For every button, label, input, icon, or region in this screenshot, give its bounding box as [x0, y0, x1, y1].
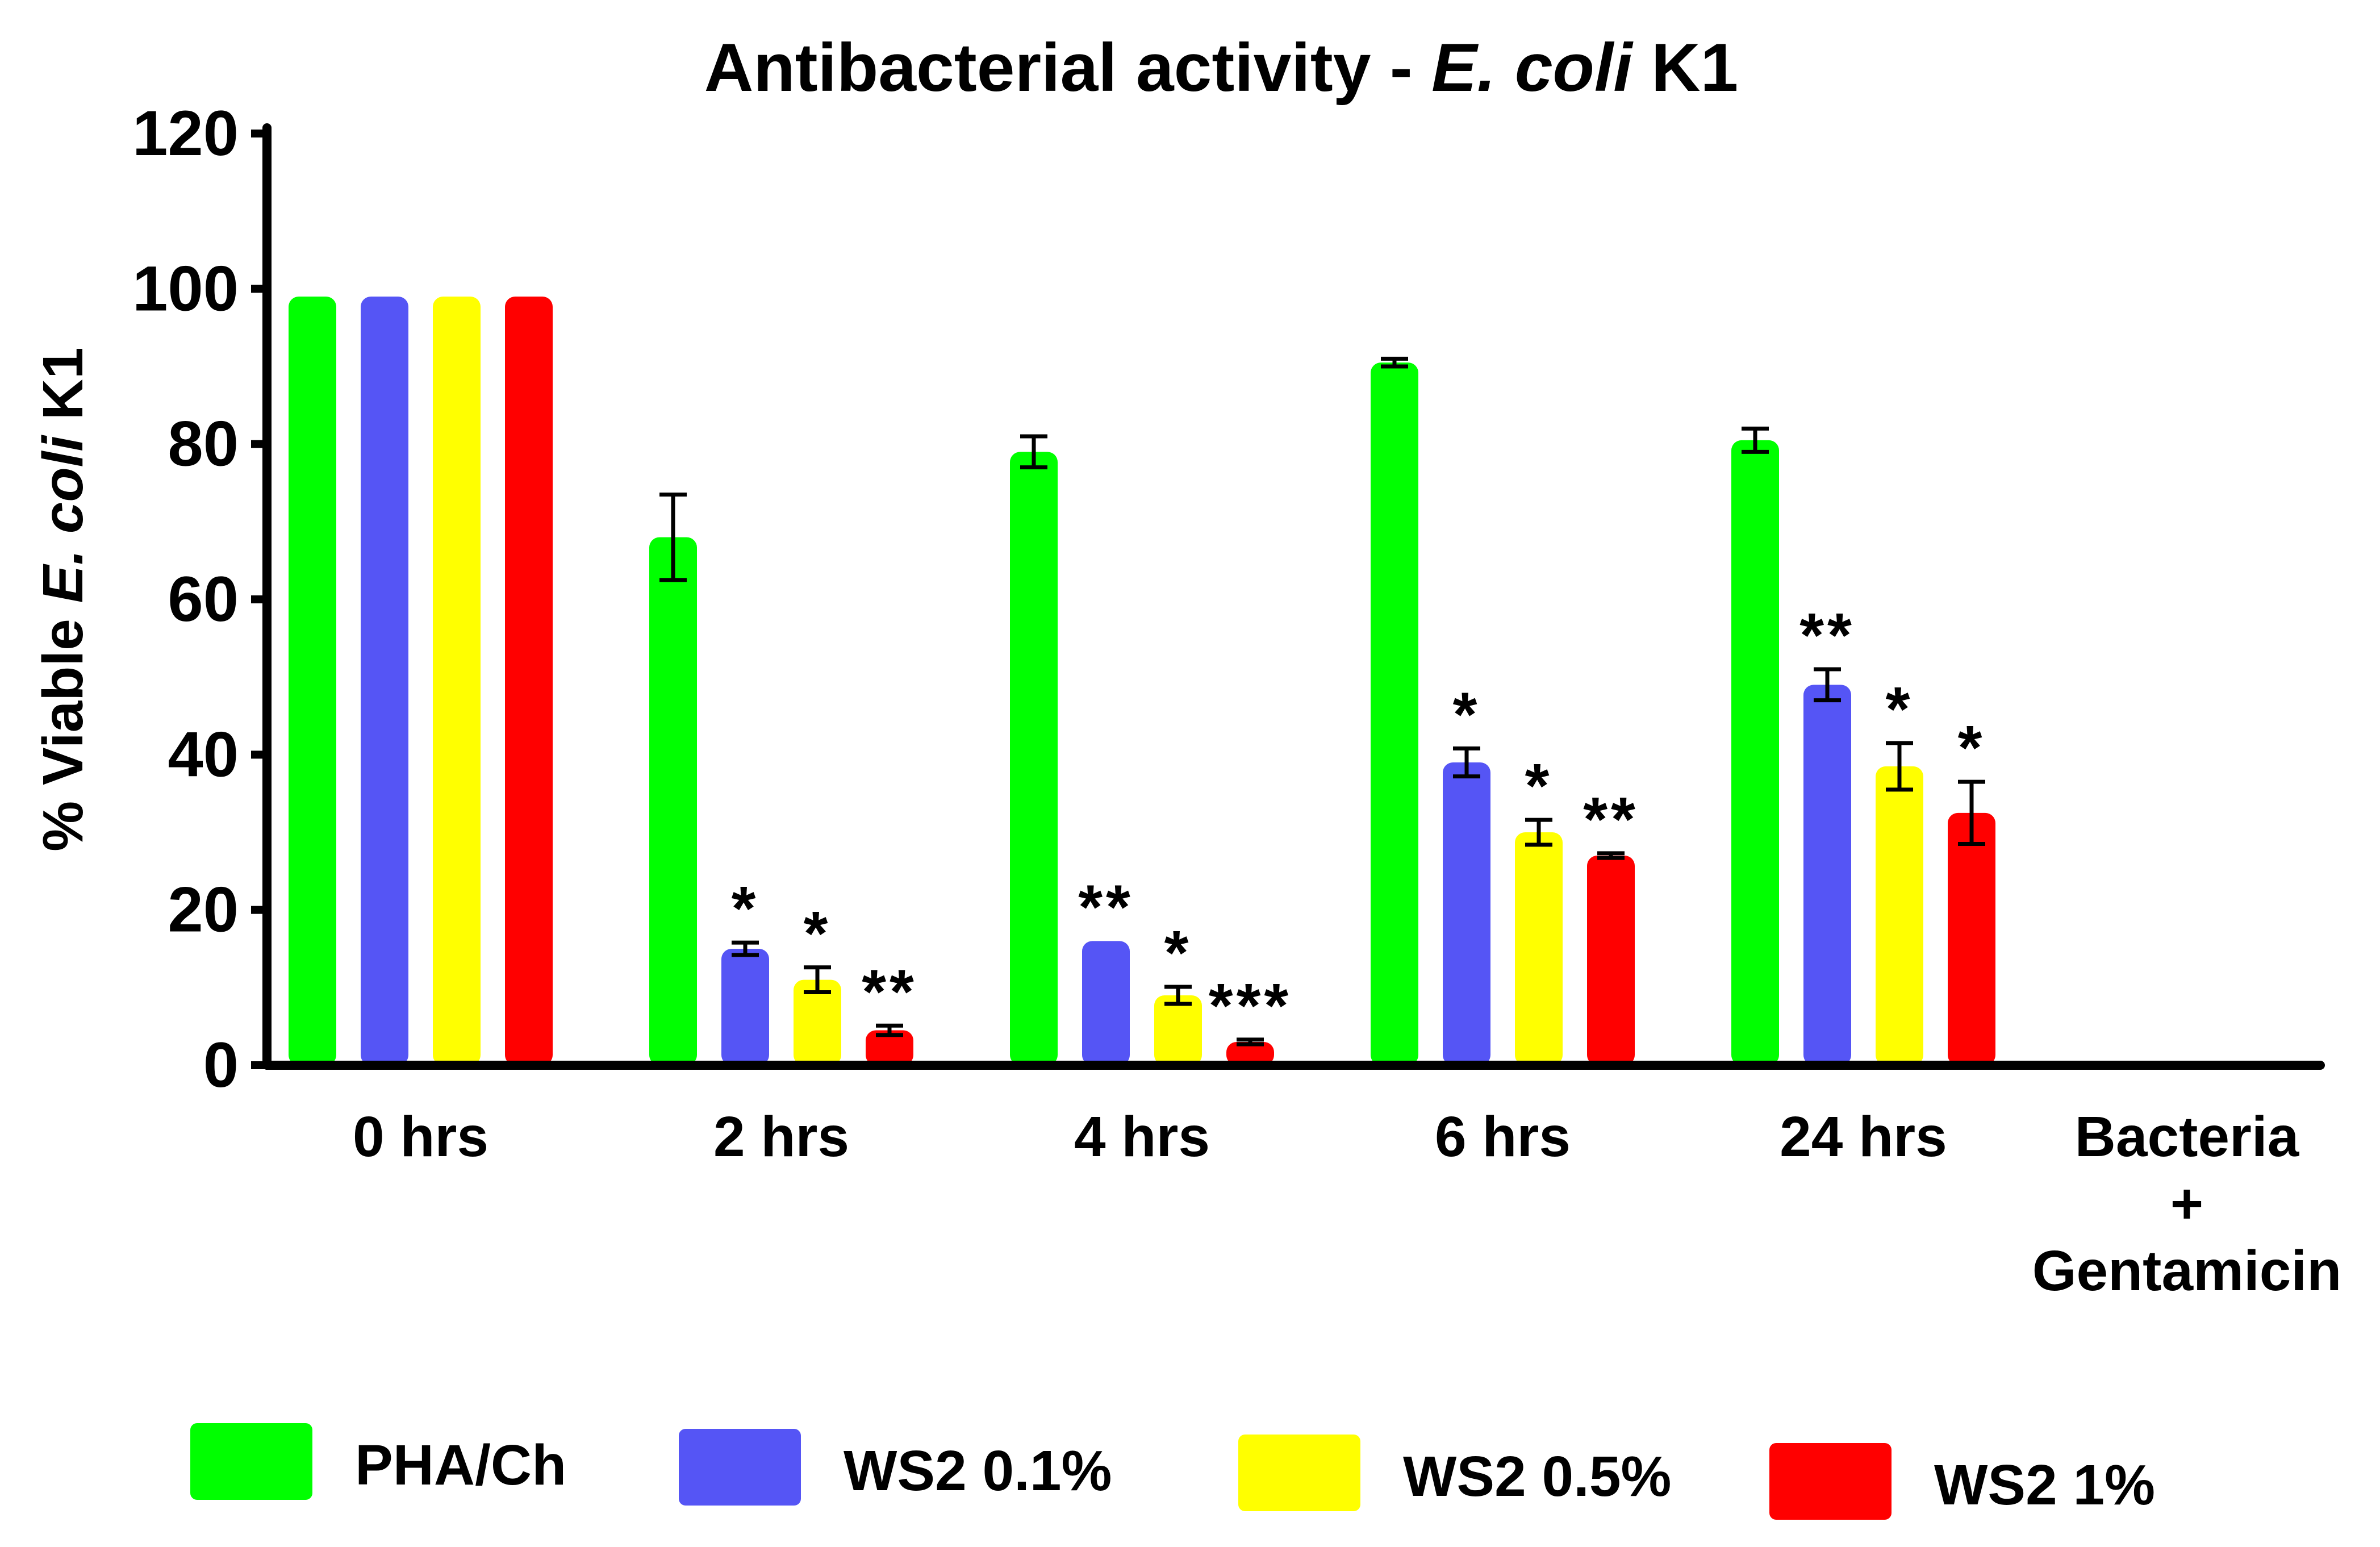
significance-marker: ** — [1799, 601, 1855, 670]
bar-ws2-0-1--cat2 — [1082, 941, 1130, 1065]
significance-layer: * ****** ***** ****** — [732, 601, 1986, 1041]
bar-ws2-0-1--cat4 — [1803, 685, 1851, 1065]
error-bars-layer — [659, 356, 1985, 1046]
legend-label: PHA/Ch — [355, 1433, 566, 1497]
bar-ws2-0-5--cat1 — [794, 979, 841, 1065]
y-ticks-layer: 0 20 40 60 80 100 120 — [132, 98, 267, 1100]
bar-ws2-1--cat0 — [505, 297, 553, 1065]
significance-marker: * — [804, 899, 832, 969]
legend-item: WS2 0.1% — [679, 1429, 1112, 1506]
bar-ws2-1--cat1 — [866, 1030, 913, 1065]
error-bar — [659, 493, 687, 582]
title-part-2: E. coli — [1431, 30, 1634, 106]
x-category-line: 4 hrs — [1074, 1105, 1210, 1169]
error-bar — [732, 940, 759, 957]
y-tick-label: 80 — [168, 408, 239, 479]
legend-label: WS2 1% — [1934, 1453, 2155, 1517]
x-category-line: Bacteria — [2075, 1105, 2300, 1169]
error-bar — [1020, 434, 1047, 470]
error-bar — [1525, 818, 1552, 847]
x-category-label: 0 hrs — [353, 1105, 488, 1169]
x-category-label: 2 hrs — [713, 1105, 849, 1169]
y-tick-label: 20 — [168, 874, 239, 945]
error-bar — [804, 965, 831, 995]
bars-layer — [289, 297, 1995, 1066]
legend-swatch — [679, 1429, 801, 1506]
ylabel-part-2: E. coli — [31, 435, 95, 603]
bar-ws2-1--cat2 — [1226, 1042, 1274, 1065]
y-tick-label: 100 — [132, 253, 239, 324]
bar-pha-ch-cat0 — [289, 297, 336, 1065]
bar-ws2-0-5--cat4 — [1876, 766, 1923, 1065]
significance-marker: ** — [862, 957, 917, 1027]
significance-marker: *** — [1209, 971, 1292, 1041]
x-category-label: 24 hrs — [1780, 1105, 1947, 1169]
error-bar — [1164, 985, 1192, 1006]
error-bar — [1237, 1037, 1264, 1046]
bar-ws2-0-5--cat2 — [1154, 995, 1202, 1065]
chart-title: Antibacterial activity - E. coli K1 — [704, 30, 1739, 106]
bar-ws2-0-1--cat1 — [721, 949, 769, 1065]
legend-swatch — [1238, 1435, 1360, 1511]
error-bar — [1453, 746, 1480, 779]
bar-ws2-0-1--cat3 — [1443, 762, 1490, 1065]
legend: PHA/Ch WS2 0.1% WS2 0.5% WS2 1% — [190, 1423, 2155, 1520]
error-bar — [1597, 851, 1625, 860]
bar-ws2-0-5--cat0 — [433, 297, 481, 1065]
y-tick-label: 120 — [132, 98, 239, 169]
y-tick-label: 60 — [168, 564, 239, 635]
significance-marker: * — [1886, 674, 1914, 744]
y-axis-label: % Viable E. coli K1 — [31, 347, 95, 851]
significance-marker: * — [1958, 713, 1986, 783]
significance-marker: ** — [1078, 872, 1134, 942]
x-category-label: Bacteria + Gentamicin — [2032, 1105, 2342, 1303]
significance-marker: * — [1453, 679, 1481, 749]
y-tick-label: 40 — [168, 719, 239, 790]
error-bar — [876, 1023, 903, 1037]
bar-pha-ch-cat2 — [1010, 452, 1058, 1066]
y-tick-label: 0 — [203, 1029, 239, 1100]
legend-label: WS2 0.5% — [1403, 1445, 1671, 1508]
ylabel-part-3: K1 — [31, 347, 95, 436]
x-category-line: 6 hrs — [1435, 1105, 1571, 1169]
bar-ws2-0-1--cat0 — [361, 297, 408, 1065]
x-categories-layer: 0 hrs 2 hrs 4 hrs 6 hrs 24 hrs Bacteria + Genta… — [353, 1105, 2341, 1303]
significance-marker: * — [732, 874, 759, 944]
x-category-label: 6 hrs — [1435, 1105, 1571, 1169]
title-part-1: Antibacterial activity - — [704, 30, 1431, 106]
bar-pha-ch-cat1 — [649, 537, 697, 1065]
significance-marker: * — [1525, 751, 1553, 821]
legend-swatch — [1769, 1443, 1892, 1520]
ylabel-part-1: % Viable — [31, 603, 95, 851]
x-category-line: + — [2170, 1172, 2203, 1236]
title-part-3: K1 — [1632, 30, 1739, 106]
significance-marker: ** — [1583, 785, 1639, 854]
legend-item: PHA/Ch — [190, 1423, 566, 1500]
bar-pha-ch-cat4 — [1731, 440, 1779, 1066]
bar-pha-ch-cat3 — [1371, 362, 1418, 1065]
bar-ws2-1--cat4 — [1948, 812, 1995, 1065]
legend-swatch — [190, 1423, 312, 1500]
error-bar — [1814, 667, 1841, 703]
error-bar — [1381, 356, 1408, 369]
legend-label: WS2 0.1% — [844, 1439, 1112, 1503]
x-category-label: 4 hrs — [1074, 1105, 1210, 1169]
x-category-line: Gentamicin — [2032, 1239, 2342, 1303]
x-category-line: 2 hrs — [713, 1105, 849, 1169]
bar-ws2-0-5--cat3 — [1515, 832, 1563, 1065]
error-bar — [1742, 426, 1769, 454]
error-bar — [1958, 779, 1985, 846]
legend-item: WS2 1% — [1769, 1443, 2155, 1520]
x-category-line: 24 hrs — [1780, 1105, 1947, 1169]
x-category-line: 0 hrs — [353, 1105, 488, 1169]
axes-layer — [262, 123, 2325, 1070]
error-bar — [1886, 741, 1913, 792]
significance-marker: * — [1164, 918, 1192, 988]
bar-ws2-1--cat3 — [1587, 856, 1635, 1065]
legend-item: WS2 0.5% — [1238, 1435, 1671, 1511]
